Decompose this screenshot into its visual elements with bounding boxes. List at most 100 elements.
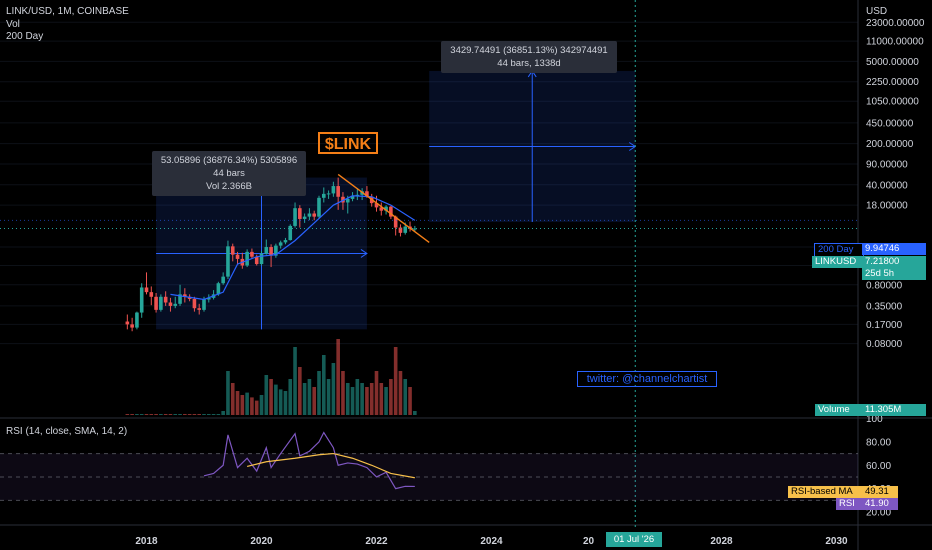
price-tick-label: 0.17000 xyxy=(866,320,903,331)
volume-bar xyxy=(293,347,297,415)
price-tick-label: 450.00000 xyxy=(866,118,914,129)
time-tick-label: 2024 xyxy=(480,536,503,547)
rsi-ma-tag-value: 49.31 xyxy=(862,486,898,498)
overlays xyxy=(0,0,858,530)
volume-bar xyxy=(345,383,350,415)
volume-bar xyxy=(154,414,158,415)
price-tick-label: 5000.00000 xyxy=(866,57,919,68)
time-tick-label: 2022 xyxy=(365,536,388,547)
volume-bar xyxy=(240,395,245,415)
candle-body xyxy=(154,296,158,310)
volume-bar xyxy=(384,387,388,415)
measure-arrow-right-1 xyxy=(360,249,368,258)
price-tick-label: 11000.00000 xyxy=(866,37,924,48)
volume-tag-name: Volume xyxy=(815,404,863,416)
candle-body xyxy=(413,228,417,230)
measure-label-1: 53.05896 (36876.34%) 5305896 44 bars Vol… xyxy=(152,151,306,196)
volume-bar xyxy=(144,414,149,415)
candle-body xyxy=(259,253,264,265)
volume-bar xyxy=(197,414,202,415)
volume-bar xyxy=(379,383,384,415)
candle-body xyxy=(317,197,321,217)
candle-body xyxy=(393,216,398,228)
ma-200-line xyxy=(170,195,416,301)
volume-bar xyxy=(326,379,331,415)
ma-tag-value: 9.94746 xyxy=(862,243,926,255)
volume-bar xyxy=(202,414,206,415)
symbol-title: LINK/USD, 1M, COINBASE xyxy=(6,6,129,17)
price-tick-label: 23000.00000 xyxy=(866,18,925,29)
candle-body xyxy=(202,299,206,310)
candle-body xyxy=(206,297,211,300)
rsi-ma-tag-name: RSI-based MA xyxy=(788,486,862,498)
rsi-tick-label: 80.00 xyxy=(866,437,891,448)
candle-body xyxy=(159,296,163,310)
volume-bar xyxy=(230,383,235,415)
candle-body xyxy=(307,213,312,217)
candle-body xyxy=(345,198,350,203)
rsi-tick-label: 100 xyxy=(866,414,883,425)
volume-bar xyxy=(178,414,182,415)
symbol-tag-name: LINKUSD xyxy=(812,256,864,268)
candle-body xyxy=(355,194,360,196)
candle-body xyxy=(312,213,317,217)
volume-bar xyxy=(269,379,273,415)
volume-bar xyxy=(389,379,393,415)
candle-body xyxy=(139,287,144,313)
volume-bar xyxy=(341,371,345,415)
volume-bar xyxy=(393,347,398,415)
price-tick-label: 0.08000 xyxy=(866,339,903,350)
volume-bar xyxy=(187,414,192,415)
volume-bar xyxy=(331,363,336,415)
volume-bar xyxy=(226,371,230,415)
candle-body xyxy=(149,292,154,297)
volume-bar xyxy=(360,383,364,415)
time-tick-label: 2018 xyxy=(135,536,158,547)
candle-body xyxy=(398,227,403,233)
measure-1-change: 53.05896 (36876.34%) 5305896 xyxy=(160,155,298,166)
candle-body xyxy=(389,206,393,217)
volume-bar xyxy=(173,414,178,415)
volume-bar xyxy=(264,375,269,415)
candle-body xyxy=(163,296,168,303)
volume-bar xyxy=(216,414,221,415)
candle-body xyxy=(192,298,197,309)
candle-body xyxy=(230,246,235,255)
volume-bar xyxy=(235,391,240,415)
candle-body xyxy=(403,226,408,233)
candle-body xyxy=(331,186,336,194)
countdown-tag: 25d 5h xyxy=(862,268,926,280)
volume-bar xyxy=(168,414,173,415)
time-tick-label: 2020 xyxy=(250,536,273,547)
price-tick-label: 40.00000 xyxy=(866,180,908,191)
volume-bar xyxy=(149,414,154,415)
volume-tag-value: 11.305M xyxy=(862,404,926,416)
rsi-title: RSI (14, close, SMA, 14, 2) xyxy=(6,426,128,437)
link-annotation[interactable]: $LINK xyxy=(318,132,378,154)
volume-bar xyxy=(398,371,403,415)
candle-body xyxy=(245,251,249,266)
volume-bar xyxy=(365,387,369,415)
rsi-pane xyxy=(0,431,858,501)
twitter-watermark[interactable]: twitter: @channelchartist xyxy=(577,371,717,387)
candle-body xyxy=(226,246,230,277)
ma-tag-name: 200 Day xyxy=(814,243,864,257)
candle-body xyxy=(298,208,302,219)
volume-bar xyxy=(139,414,144,415)
candle-body xyxy=(130,324,134,328)
candle-body xyxy=(235,254,240,259)
resistance-trendline xyxy=(337,173,430,243)
volume-bar xyxy=(302,383,307,415)
volume-bar xyxy=(183,414,187,415)
volume-bar xyxy=(163,414,168,415)
volume-bar xyxy=(259,395,264,415)
candle-body xyxy=(221,276,225,284)
rsi-ma-line xyxy=(246,452,415,479)
candle-body xyxy=(341,196,345,203)
volume-bar xyxy=(130,414,134,415)
candle-body xyxy=(283,240,288,243)
rsi-tick-label: 60.00 xyxy=(866,461,891,472)
time-tick-label: 2030 xyxy=(825,536,848,547)
candle-body xyxy=(250,251,254,257)
